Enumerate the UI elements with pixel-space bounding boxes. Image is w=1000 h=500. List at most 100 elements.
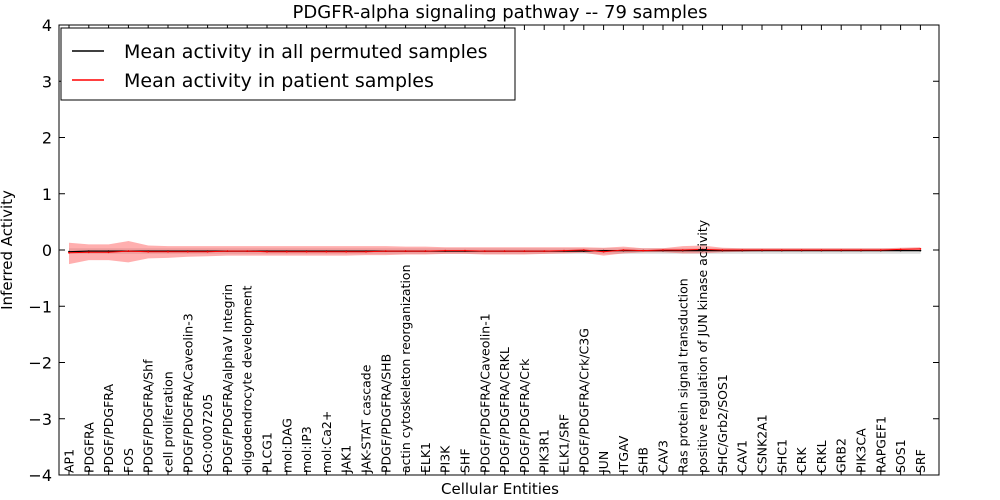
x-tick-label: CRK	[794, 447, 809, 473]
x-tick-label: CAV1	[735, 440, 750, 473]
data-point	[107, 251, 110, 254]
x-tick-label: mol:DAG	[279, 418, 294, 473]
data-point	[87, 251, 90, 254]
y-tick-label: 2	[42, 129, 52, 148]
data-point	[563, 249, 565, 252]
chart-title: PDGFR-alpha signaling pathway -- 79 samp…	[293, 2, 708, 23]
x-tick-label: ELK1/SRF	[557, 414, 572, 473]
data-point	[780, 249, 783, 251]
data-point	[860, 249, 862, 251]
x-tick-label: mol:Ca2+	[319, 411, 334, 473]
x-tick-label: mol:IP3	[299, 426, 314, 473]
data-point	[662, 249, 664, 251]
x-tick-label: PDGF/PDGFRA/Shf	[141, 359, 156, 473]
data-point	[483, 250, 486, 253]
series-band-1	[69, 241, 921, 265]
x-tick-label: SOS1	[893, 439, 908, 473]
axis-ticks: −4 −3 −2 −1 0 1 2 3 4 AP1 PDGFRA PDGF/PDGFRA FOS PDGF…	[28, 16, 939, 485]
x-tick-label: PDGF/PDGFRA/CRKL	[497, 347, 512, 473]
y-tick-label: 1	[42, 185, 52, 204]
x-axis-label: Cellular Entities	[441, 480, 559, 498]
x-tick-label: PDGF/PDGFRA/Crk	[517, 358, 532, 473]
data-point	[345, 250, 348, 253]
y-tick-label: 4	[42, 16, 52, 35]
legend-label-patient: Mean activity in patient samples	[124, 70, 434, 92]
data-point	[444, 249, 447, 252]
data-point	[127, 250, 130, 253]
data-point	[305, 250, 308, 253]
x-tick-label: cell proliferation	[161, 371, 176, 473]
x-tick-label: SHC/Grb2/SOS1	[715, 374, 730, 473]
x-tick-label: FOS	[121, 448, 136, 473]
data-point	[246, 250, 249, 253]
x-tick-label: CAV3	[656, 440, 671, 473]
data-point	[681, 249, 684, 251]
x-tick-label: SHC1	[774, 439, 789, 473]
x-tick-label: SHF	[458, 448, 473, 473]
series-line-1	[68, 248, 921, 254]
x-tick-label: PI3K	[438, 445, 453, 473]
x-tick-label: GRB2	[834, 438, 849, 473]
x-tick-label: PDGF/PDGFRA/Caveolin-3	[180, 313, 195, 473]
y-tick-label: −3	[28, 410, 52, 429]
x-tick-label: actin cytoskeleton reorganization	[398, 264, 413, 473]
x-tick-label: CRKL	[814, 440, 829, 473]
x-tick-label: ITGAV	[616, 435, 631, 473]
x-tick-label: PDGF/PDGFRA/Caveolin-1	[477, 313, 492, 473]
x-tick-label: SHB	[636, 447, 651, 473]
legend-label-permuted: Mean activity in all permuted samples	[124, 41, 487, 63]
data-point	[147, 250, 150, 253]
y-tick-label: 3	[42, 72, 52, 91]
data-point	[741, 249, 744, 251]
x-tick-label: positive regulation of JUN kinase activi…	[695, 219, 710, 473]
data-point	[820, 249, 823, 251]
x-tick-label: SRF	[913, 449, 928, 473]
y-tick-label: −4	[28, 466, 52, 485]
data-point	[543, 250, 546, 253]
data-point	[761, 249, 763, 251]
data-point	[523, 250, 526, 253]
x-tick-label: Ras protein signal transduction	[675, 278, 690, 473]
data-point	[602, 250, 605, 253]
data-point	[464, 249, 466, 252]
data-point	[800, 249, 803, 251]
x-tick-label: JUN	[596, 451, 611, 474]
x-tick-label: PDGF/PDGFRA	[101, 384, 116, 473]
data-point	[404, 250, 407, 253]
x-tick-label: PIK3CA	[854, 428, 869, 473]
data-point	[365, 250, 367, 253]
data-point	[919, 249, 922, 252]
data-point	[167, 250, 169, 253]
data-point	[582, 249, 585, 251]
y-tick-label: −1	[28, 297, 52, 316]
x-tick-label: GO:0007205	[200, 394, 215, 473]
legend-box	[60, 27, 516, 101]
x-tick-label: PIK3R1	[537, 429, 552, 473]
data-point	[879, 249, 882, 251]
data-point	[226, 250, 229, 253]
data-point	[503, 250, 506, 253]
x-tick-label: RAPGEF1	[873, 416, 888, 473]
y-axis-label: Inferred Activity	[0, 190, 16, 310]
data-point	[285, 250, 288, 253]
x-tick-label: JAK-STAT cascade	[359, 364, 374, 474]
x-tick-label: PLCG1	[260, 432, 275, 473]
data-point	[266, 250, 268, 253]
data-point	[622, 249, 625, 251]
x-tick-label: PDGF/PDGFRA/Crk/C3G	[576, 328, 591, 473]
x-tick-label: JAK1	[339, 445, 354, 474]
x-tick-label: PDGF/PDGFRA/alphaV Integrin	[220, 284, 235, 473]
data-point	[701, 248, 704, 251]
legend: Mean activity in all permuted samples Me…	[60, 27, 516, 101]
x-tick-label: PDGFRA	[81, 422, 96, 473]
data-point	[206, 250, 209, 253]
x-tick-label: oligodendrocyte development	[240, 285, 255, 473]
plot-area	[68, 241, 922, 265]
data-point	[899, 248, 902, 251]
data-point	[642, 249, 645, 252]
data-point	[384, 250, 387, 253]
data-point	[424, 250, 427, 253]
x-tick-label: AP1	[62, 449, 77, 473]
y-tick-label: −2	[28, 354, 52, 373]
